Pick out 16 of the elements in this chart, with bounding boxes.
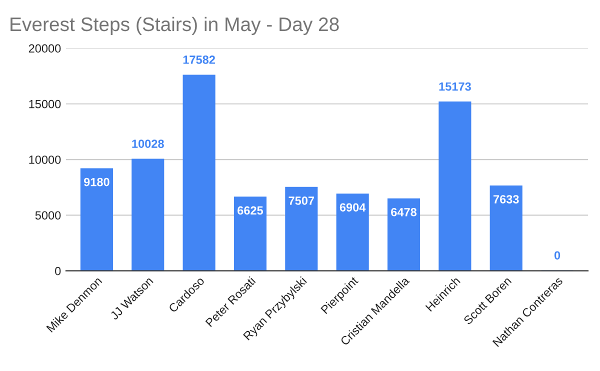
y-tick-label: 0: [55, 266, 61, 276]
data-label: 17582: [183, 56, 215, 64]
data-label: 9180: [84, 178, 110, 186]
y-tick-label: 15000: [29, 100, 61, 108]
chart-title: Everest Steps (Stairs) in May - Day 28: [10, 16, 339, 36]
data-label: 6904: [340, 203, 366, 212]
data-label: 0: [554, 251, 560, 260]
data-label: 7507: [288, 196, 314, 205]
data-label: 15173: [439, 82, 471, 91]
y-tick-label: 20000: [28, 44, 61, 53]
data-label: 6478: [391, 208, 417, 216]
y-tick-label: 5000: [35, 211, 61, 220]
data-label: 10028: [132, 140, 164, 148]
data-label: 7633: [493, 195, 519, 204]
data-label: 6625: [238, 206, 264, 215]
y-tick-label: 10000: [29, 156, 61, 164]
